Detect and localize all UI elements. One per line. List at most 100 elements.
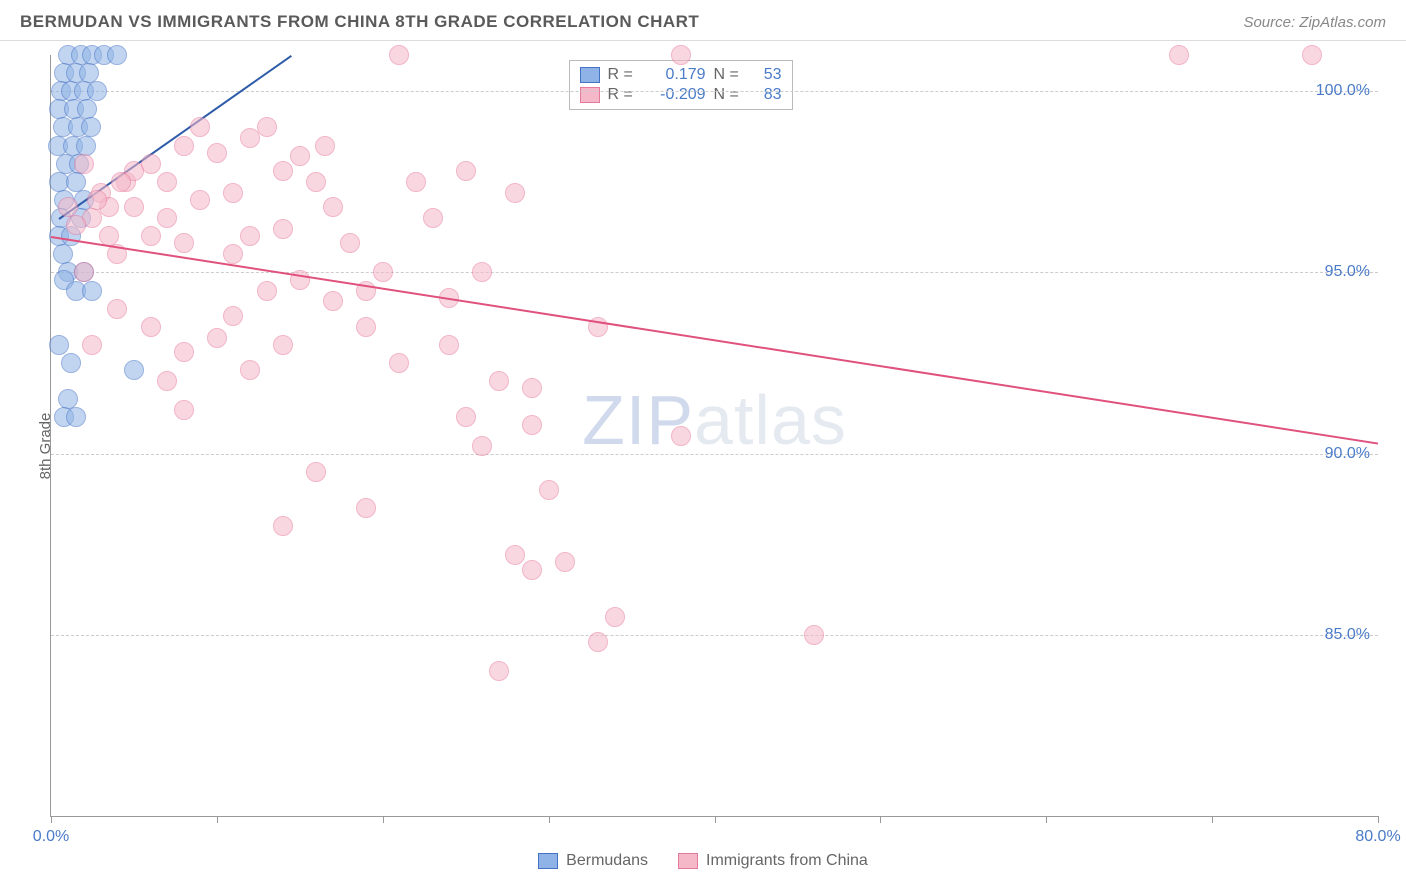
scatter-point [306,172,326,192]
scatter-point [107,45,127,65]
scatter-point [273,335,293,355]
scatter-point [505,545,525,565]
scatter-point [588,632,608,652]
scatter-point [82,281,102,301]
watermark-atlas: atlas [694,381,847,459]
xtick [1212,816,1213,823]
scatter-point [111,172,131,192]
xtick [715,816,716,823]
scatter-point [671,45,691,65]
scatter-point [190,117,210,137]
xtick [1378,816,1379,823]
scatter-point [356,317,376,337]
scatter-point [207,143,227,163]
scatter-point [315,136,335,156]
scatter-point [1302,45,1322,65]
scatter-point [472,262,492,282]
source-label: Source: ZipAtlas.com [1243,14,1386,31]
xtick [880,816,881,823]
grid-line [51,635,1378,636]
scatter-point [804,625,824,645]
r-value-bermudans: 0.179 [646,66,706,84]
scatter-point [356,498,376,518]
grid-line [51,454,1378,455]
scatter-point [505,183,525,203]
scatter-point [174,233,194,253]
scatter-point [81,117,101,137]
bottom-legend: Bermudans Immigrants from China [0,852,1406,870]
scatter-point [58,389,78,409]
legend-label-china: Immigrants from China [706,852,868,870]
n-value-bermudans: 53 [752,66,782,84]
scatter-point [323,197,343,217]
scatter-point [522,560,542,580]
scatter-point [141,154,161,174]
scatter-point [141,317,161,337]
stats-row-china: R = -0.209 N = 83 [580,85,782,105]
r-value-china: -0.209 [646,86,706,104]
scatter-point [522,378,542,398]
scatter-point [157,208,177,228]
scatter-point [671,426,691,446]
scatter-point [273,219,293,239]
scatter-point [207,328,227,348]
swatch-china [580,87,600,103]
watermark: ZIPatlas [582,380,847,460]
trend-line [51,236,1378,445]
scatter-point [66,407,86,427]
scatter-point [124,360,144,380]
scatter-point [223,306,243,326]
scatter-point [66,215,86,235]
grid-line [51,272,1378,273]
scatter-point [82,335,102,355]
scatter-point [539,480,559,500]
scatter-point [257,117,277,137]
scatter-point [489,371,509,391]
scatter-point [157,371,177,391]
xtick [383,816,384,823]
scatter-point [107,299,127,319]
xtick [1046,816,1047,823]
scatter-point [439,335,459,355]
n-label: N = [714,86,744,104]
scatter-point [74,262,94,282]
scatter-point [456,161,476,181]
legend-swatch-china [678,853,698,869]
scatter-point [53,244,73,264]
ytick-label: 95.0% [1325,263,1370,281]
legend-item-bermudans: Bermudans [538,852,648,870]
scatter-point [190,190,210,210]
legend-label-bermudans: Bermudans [566,852,648,870]
scatter-point [340,233,360,253]
xtick [51,816,52,823]
chart-header: BERMUDAN VS IMMIGRANTS FROM CHINA 8TH GR… [0,0,1406,41]
scatter-point [79,63,99,83]
scatter-point [87,190,107,210]
scatter-point [489,661,509,681]
scatter-point [389,45,409,65]
scatter-point [66,172,86,192]
scatter-point [77,99,97,119]
ytick-label: 85.0% [1325,626,1370,644]
xtick-label: 0.0% [33,828,69,846]
scatter-point [273,161,293,181]
grid-line [51,91,1378,92]
scatter-point [223,183,243,203]
scatter-point [223,244,243,264]
scatter-point [290,146,310,166]
xtick-label: 80.0% [1355,828,1400,846]
scatter-point [323,291,343,311]
chart-area: ZIPatlas R = 0.179 N = 53 R = -0.209 N =… [50,55,1378,817]
scatter-point [157,172,177,192]
scatter-point [174,342,194,362]
n-value-china: 83 [752,86,782,104]
scatter-point [306,462,326,482]
scatter-point [273,516,293,536]
scatter-point [174,136,194,156]
watermark-zip: ZIP [582,381,694,459]
scatter-point [124,197,144,217]
r-label: R = [608,66,638,84]
scatter-point [605,607,625,627]
scatter-point [58,197,78,217]
scatter-point [555,552,575,572]
